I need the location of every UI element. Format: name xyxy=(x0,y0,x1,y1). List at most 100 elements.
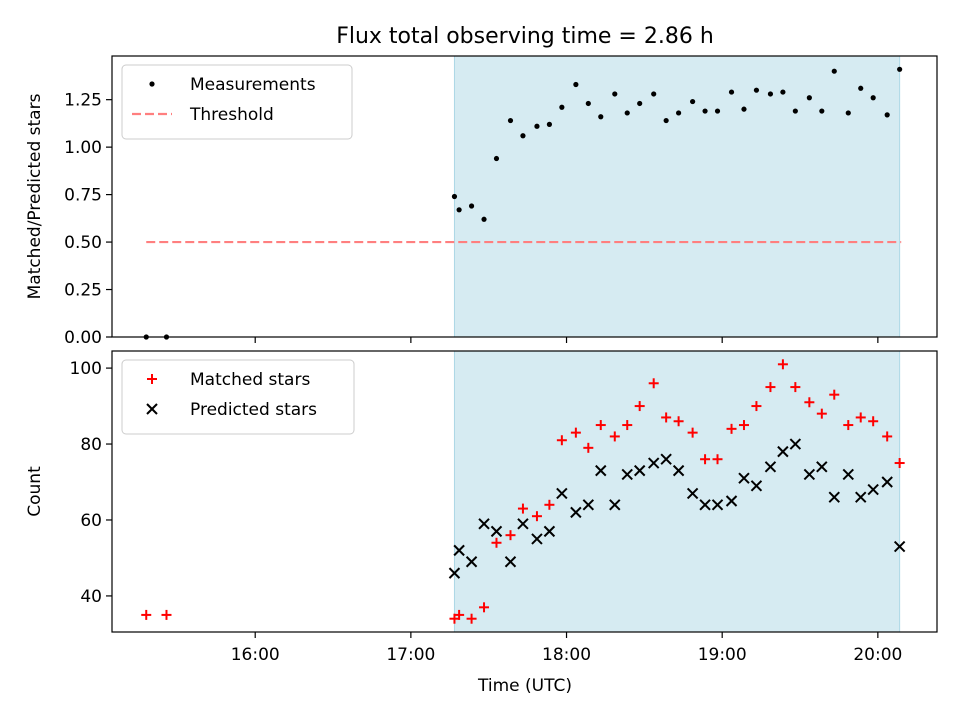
data-point xyxy=(855,412,866,423)
data-point xyxy=(451,193,458,200)
data-point xyxy=(882,431,893,442)
y-tick-label: 1.00 xyxy=(64,138,102,158)
count-panel: 40 60 80 100 Count 16:00 17:00 18:00 19:00 20:00 M… xyxy=(25,350,938,665)
data-point xyxy=(543,525,556,538)
data-point xyxy=(777,359,788,370)
legend-box xyxy=(121,359,355,435)
data-point xyxy=(507,117,514,124)
data-point xyxy=(803,468,816,481)
data-point xyxy=(585,100,591,107)
data-point xyxy=(505,530,516,541)
data-point xyxy=(700,454,711,465)
ratio-panel: 0.00 0.25 0.50 0.75 1.00 1.25 Matched/Predicte… xyxy=(25,55,938,348)
data-point xyxy=(764,461,777,473)
data-point xyxy=(478,518,490,530)
data-point xyxy=(454,609,465,620)
legend: Matched stars Predicted stars xyxy=(121,359,355,435)
data-point xyxy=(828,491,840,503)
data-point xyxy=(767,91,774,97)
data-point xyxy=(845,110,851,116)
data-point xyxy=(676,110,682,116)
y-tick-label: 100 xyxy=(70,359,102,379)
y-axis-label: Matched/Predicted stars xyxy=(25,93,45,299)
data-point xyxy=(559,104,565,110)
data-point xyxy=(622,420,633,431)
data-point xyxy=(753,87,760,93)
data-point xyxy=(687,427,698,438)
y-axis-label: Count xyxy=(25,466,45,517)
series-1-0 xyxy=(141,359,905,624)
data-point xyxy=(738,420,749,431)
data-point xyxy=(792,108,798,114)
data-point xyxy=(531,533,543,545)
data-point xyxy=(647,457,660,469)
data-point xyxy=(702,108,708,114)
data-point xyxy=(493,155,500,162)
data-point xyxy=(831,68,837,74)
y-tick-label: 0.00 xyxy=(64,328,102,348)
axes-frame xyxy=(111,55,938,338)
data-point xyxy=(712,454,723,465)
data-point xyxy=(453,544,465,557)
data-point xyxy=(750,480,763,492)
legend: Measurements Threshold xyxy=(121,64,353,140)
data-point xyxy=(858,85,864,91)
data-point xyxy=(595,420,606,431)
data-point xyxy=(517,518,529,530)
legend-label: Predicted stars xyxy=(190,400,317,420)
data-point xyxy=(456,207,462,213)
data-point xyxy=(725,495,738,507)
data-point xyxy=(544,499,555,510)
data-point xyxy=(842,468,854,481)
x-tick-label: 19:00 xyxy=(698,645,747,665)
data-point xyxy=(648,378,659,389)
data-point xyxy=(582,499,595,511)
data-point xyxy=(609,499,621,511)
legend-label: Matched stars xyxy=(190,370,310,390)
data-point xyxy=(726,423,737,434)
data-point xyxy=(790,382,801,393)
data-point xyxy=(806,95,812,101)
data-point xyxy=(534,123,540,129)
data-point xyxy=(517,503,528,514)
data-point xyxy=(573,81,579,88)
data-point xyxy=(789,438,802,450)
x-tick-label: 18:00 xyxy=(542,645,591,665)
x-tick-label: 16:00 xyxy=(231,645,280,665)
data-point xyxy=(690,98,696,105)
data-point xyxy=(741,106,747,112)
data-point xyxy=(867,483,879,496)
data-point xyxy=(843,420,854,431)
data-point xyxy=(728,89,735,95)
data-point xyxy=(651,91,657,97)
data-point xyxy=(855,491,867,503)
data-point xyxy=(468,203,475,209)
data-point xyxy=(819,108,825,114)
y-tick-label: 60 xyxy=(80,511,102,531)
data-point xyxy=(479,602,490,613)
data-point xyxy=(595,464,607,477)
data-point xyxy=(780,89,786,95)
x-axis-label: Time (UTC) xyxy=(477,676,572,696)
data-point xyxy=(520,133,526,139)
data-point xyxy=(686,487,699,500)
x-tick-label: 20:00 xyxy=(853,645,902,665)
y-tick-label: 1.25 xyxy=(64,91,102,111)
data-point xyxy=(612,91,618,97)
x-tick-label: 17:00 xyxy=(386,645,435,665)
data-point xyxy=(448,567,461,579)
data-point xyxy=(637,100,643,107)
data-point xyxy=(751,401,762,412)
data-point xyxy=(661,412,672,423)
data-point xyxy=(531,511,542,522)
data-point xyxy=(663,117,669,124)
data-point xyxy=(777,445,789,458)
data-point xyxy=(738,472,750,484)
data-point xyxy=(465,556,478,568)
data-point xyxy=(504,556,517,568)
data-point xyxy=(490,525,503,538)
y-tick-label: 80 xyxy=(80,435,102,455)
data-point xyxy=(466,613,477,624)
data-point xyxy=(870,95,876,101)
